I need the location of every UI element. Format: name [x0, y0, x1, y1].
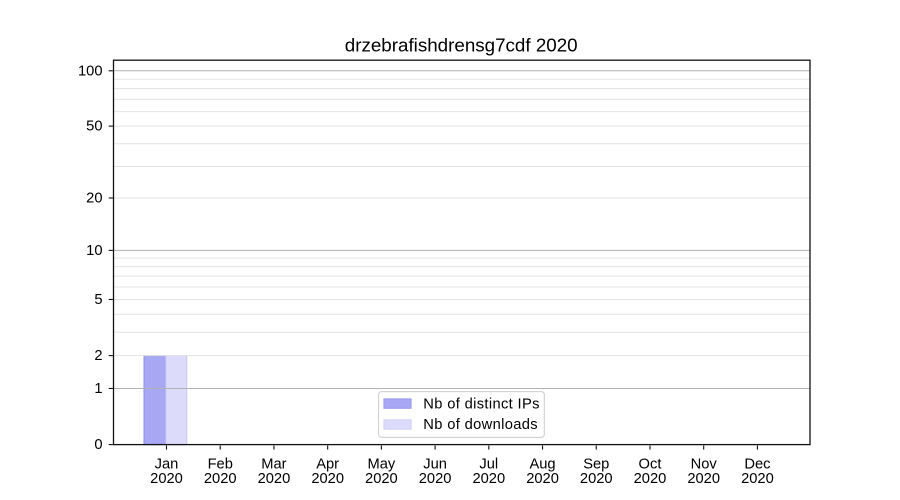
svg-text:Feb: Feb [208, 456, 233, 472]
svg-text:Apr: Apr [316, 456, 339, 472]
svg-text:5: 5 [94, 292, 102, 308]
svg-text:1: 1 [94, 381, 102, 397]
svg-text:May: May [368, 456, 396, 472]
svg-text:0: 0 [94, 437, 102, 453]
svg-text:2020: 2020 [150, 471, 183, 487]
svg-text:10: 10 [86, 243, 102, 259]
svg-text:Jul: Jul [479, 456, 498, 472]
svg-text:2020: 2020 [580, 471, 613, 487]
svg-text:Jun: Jun [423, 456, 447, 472]
svg-text:Sep: Sep [583, 456, 609, 472]
svg-text:Nov: Nov [691, 456, 718, 472]
svg-text:2020: 2020 [526, 471, 559, 487]
svg-text:2020: 2020 [365, 471, 398, 487]
svg-text:Jan: Jan [155, 456, 179, 472]
svg-text:2020: 2020 [258, 471, 291, 487]
svg-text:Nb of distinct IPs: Nb of distinct IPs [423, 397, 540, 413]
svg-text:Nb of downloads: Nb of downloads [423, 417, 538, 433]
svg-text:2020: 2020 [204, 471, 237, 487]
svg-text:2020: 2020 [472, 471, 505, 487]
svg-text:2020: 2020 [687, 471, 720, 487]
svg-text:drzebrafishdrensg7cdf 2020: drzebrafishdrensg7cdf 2020 [345, 35, 578, 56]
svg-text:2020: 2020 [634, 471, 667, 487]
svg-text:Oct: Oct [639, 456, 662, 472]
svg-text:Dec: Dec [744, 456, 770, 472]
svg-text:Aug: Aug [529, 456, 555, 472]
svg-text:2: 2 [94, 348, 102, 364]
svg-text:2020: 2020 [419, 471, 452, 487]
svg-text:2020: 2020 [741, 471, 774, 487]
svg-text:50: 50 [86, 119, 102, 135]
svg-text:2020: 2020 [311, 471, 344, 487]
svg-text:Mar: Mar [261, 456, 286, 472]
svg-text:20: 20 [86, 191, 102, 207]
svg-text:100: 100 [78, 63, 103, 79]
